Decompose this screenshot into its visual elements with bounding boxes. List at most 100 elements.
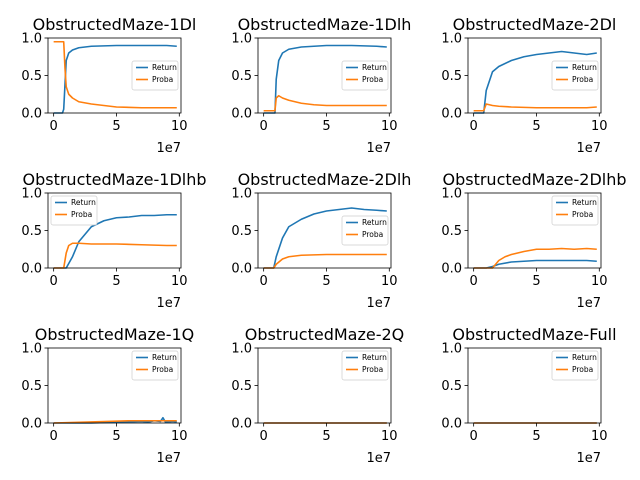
series-line-proba: [474, 104, 597, 111]
x-tick-label: 5: [112, 274, 120, 289]
y-tick-label: 0.0: [441, 107, 462, 122]
subplot-6: ObstructedMaze-2Dlhb 0.0 0.5 1.0 0 5 10 1e7 Retu…: [441, 170, 626, 311]
x-tick-label: 0: [50, 274, 58, 289]
x-tick-label: 0: [470, 119, 478, 134]
legend: Return Proba: [552, 196, 598, 225]
subplot-title: ObstructedMaze-2Q: [245, 325, 405, 344]
y-tick-label: 0.5: [231, 69, 252, 84]
x-tick-label: 0: [260, 274, 268, 289]
legend-label-return: Return: [572, 198, 597, 207]
x-tick-label: 5: [532, 274, 540, 289]
series-line-proba: [474, 249, 597, 269]
y-tick-label: 0.0: [441, 417, 462, 432]
y-tick-label: 0.5: [441, 379, 462, 394]
subplot-7: ObstructedMaze-1Q 0.0 0.5 1.0 0 5 10 1e7 Return P…: [21, 325, 194, 466]
x-tick-label: 0: [260, 119, 268, 134]
x-tick-label: 0: [50, 119, 58, 134]
legend: Return Proba: [132, 61, 178, 90]
subplot-title: ObstructedMaze-1Dlh: [238, 15, 412, 34]
subplot-5: ObstructedMaze-2Dlh 0.0 0.5 1.0 0 5 10 1e7 Retur…: [231, 170, 411, 311]
subplot-title: ObstructedMaze-1Dlhb: [22, 170, 206, 189]
x-tick-label: 10: [171, 274, 188, 289]
legend-label-return: Return: [71, 198, 96, 207]
legend: Return Proba: [342, 61, 388, 90]
x-tick-label: 5: [112, 429, 120, 444]
y-tick-label: 1.0: [21, 187, 42, 202]
x-offset-label: 1e7: [366, 451, 391, 466]
x-tick-label: 10: [171, 119, 188, 134]
series-line-proba: [264, 255, 387, 269]
x-offset-label: 1e7: [366, 296, 391, 311]
subplot-title: ObstructedMaze-Full: [452, 325, 616, 344]
legend: Return Proba: [51, 196, 97, 225]
x-offset-label: 1e7: [156, 141, 181, 156]
y-tick-label: 1.0: [21, 32, 42, 47]
y-tick-label: 0.5: [21, 69, 42, 84]
y-tick-label: 0.5: [441, 69, 462, 84]
y-tick-label: 0.0: [21, 107, 42, 122]
subplot-9: ObstructedMaze-Full 0.0 0.5 1.0 0 5 10 1e7 Retur…: [441, 325, 616, 466]
x-tick-label: 10: [171, 429, 188, 444]
subplot-3: ObstructedMaze-2Dl 0.0 0.5 1.0 0 5 10 1e7 Return…: [441, 15, 616, 156]
series-line-proba: [264, 96, 387, 111]
x-tick-label: 0: [50, 429, 58, 444]
x-offset-label: 1e7: [366, 141, 391, 156]
x-offset-label: 1e7: [576, 296, 601, 311]
y-tick-label: 1.0: [231, 342, 252, 357]
subplot-1: ObstructedMaze-1Dl 0.0 0.5 1.0 0 5 10 1e7 Return…: [21, 15, 196, 156]
y-tick-label: 0.5: [441, 224, 462, 239]
x-tick-label: 5: [322, 274, 330, 289]
x-tick-label: 5: [532, 429, 540, 444]
x-tick-label: 10: [381, 429, 398, 444]
subplot-title: ObstructedMaze-2Dlhb: [442, 170, 626, 189]
legend-label-return: Return: [362, 63, 387, 72]
x-tick-label: 0: [260, 429, 268, 444]
legend-label-proba: Proba: [152, 365, 173, 374]
y-tick-label: 0.0: [21, 262, 42, 277]
y-tick-label: 0.5: [231, 224, 252, 239]
y-tick-label: 1.0: [231, 32, 252, 47]
x-tick-label: 10: [591, 119, 608, 134]
y-tick-label: 1.0: [21, 342, 42, 357]
legend-label-return: Return: [362, 353, 387, 362]
legend: Return Proba: [342, 216, 388, 245]
y-tick-label: 1.0: [441, 187, 462, 202]
x-tick-label: 5: [322, 429, 330, 444]
y-tick-label: 0.0: [441, 262, 462, 277]
y-tick-label: 1.0: [441, 32, 462, 47]
legend-label-return: Return: [572, 63, 597, 72]
subplot-8: ObstructedMaze-2Q 0.0 0.5 1.0 0 5 10 1e7 Return P…: [231, 325, 404, 466]
x-offset-label: 1e7: [156, 451, 181, 466]
subplot-title: ObstructedMaze-1Q: [35, 325, 195, 344]
x-tick-label: 5: [532, 119, 540, 134]
x-offset-label: 1e7: [576, 451, 601, 466]
x-tick-label: 10: [591, 274, 608, 289]
legend-label-proba: Proba: [71, 210, 92, 219]
series-line-return: [474, 261, 597, 269]
legend: Return Proba: [132, 351, 178, 380]
subplot-4: ObstructedMaze-1Dlhb 0.0 0.5 1.0 0 5 10 1e7 Retu…: [21, 170, 206, 311]
legend-label-proba: Proba: [362, 230, 383, 239]
x-tick-label: 0: [470, 274, 478, 289]
legend: Return Proba: [552, 351, 598, 380]
y-tick-label: 0.5: [21, 379, 42, 394]
legend-label-return: Return: [152, 63, 177, 72]
subplot-title: ObstructedMaze-2Dlh: [238, 170, 412, 189]
legend: Return Proba: [342, 351, 388, 380]
x-offset-label: 1e7: [156, 296, 181, 311]
x-tick-label: 10: [591, 429, 608, 444]
legend-label-proba: Proba: [362, 365, 383, 374]
x-tick-label: 5: [112, 119, 120, 134]
subplot-title: ObstructedMaze-1Dl: [33, 15, 197, 34]
x-tick-label: 0: [470, 429, 478, 444]
legend: Return Proba: [552, 61, 598, 90]
y-tick-label: 1.0: [441, 342, 462, 357]
x-offset-label: 1e7: [576, 141, 601, 156]
y-tick-label: 0.0: [21, 417, 42, 432]
legend-label-proba: Proba: [362, 75, 383, 84]
x-tick-label: 5: [322, 119, 330, 134]
y-tick-label: 0.0: [231, 262, 252, 277]
y-tick-label: 0.0: [231, 107, 252, 122]
